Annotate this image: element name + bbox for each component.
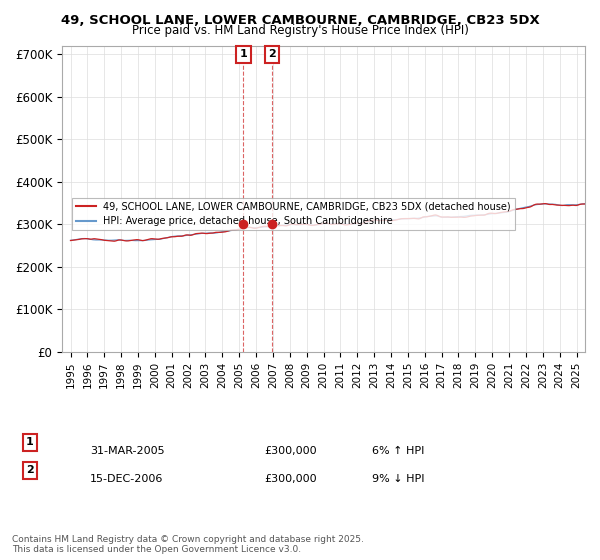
Text: Price paid vs. HM Land Registry's House Price Index (HPI): Price paid vs. HM Land Registry's House …	[131, 24, 469, 37]
Text: 1: 1	[239, 49, 247, 59]
Text: 1: 1	[26, 437, 34, 447]
Text: 2: 2	[268, 49, 276, 59]
Text: 9% ↓ HPI: 9% ↓ HPI	[372, 474, 425, 484]
Text: 15-DEC-2006: 15-DEC-2006	[90, 474, 163, 484]
Text: 49, SCHOOL LANE, LOWER CAMBOURNE, CAMBRIDGE, CB23 5DX: 49, SCHOOL LANE, LOWER CAMBOURNE, CAMBRI…	[61, 14, 539, 27]
Text: £300,000: £300,000	[264, 446, 317, 456]
Text: 31-MAR-2005: 31-MAR-2005	[90, 446, 164, 456]
Legend: 49, SCHOOL LANE, LOWER CAMBOURNE, CAMBRIDGE, CB23 5DX (detached house), HPI: Ave: 49, SCHOOL LANE, LOWER CAMBOURNE, CAMBRI…	[72, 198, 515, 230]
Text: 6% ↑ HPI: 6% ↑ HPI	[372, 446, 424, 456]
Text: 2: 2	[26, 465, 34, 475]
Text: £300,000: £300,000	[264, 474, 317, 484]
Text: Contains HM Land Registry data © Crown copyright and database right 2025.
This d: Contains HM Land Registry data © Crown c…	[12, 535, 364, 554]
